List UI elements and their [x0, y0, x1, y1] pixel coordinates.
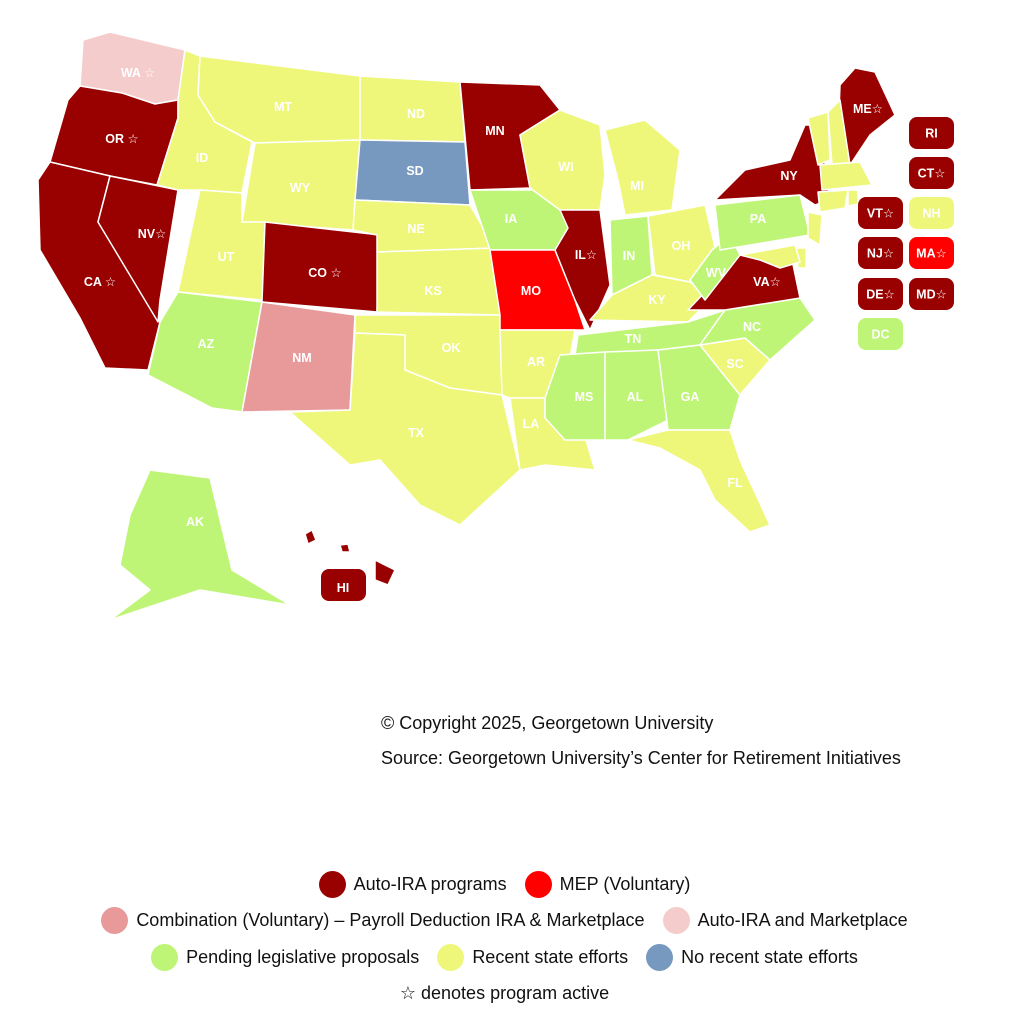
state-label-ne: NE [407, 222, 424, 236]
state-tile-de: DE☆ [858, 278, 903, 310]
state-label-la: LA [523, 417, 540, 431]
state-label-az: AZ [198, 337, 215, 351]
state-label-ga: GA [681, 390, 700, 404]
state-label-tx: TX [408, 426, 425, 440]
legend-item-recent: Recent state efforts [437, 944, 628, 971]
legend-swatch [525, 871, 552, 898]
state-label-ks: KS [424, 284, 441, 298]
state-label-pa: PA [750, 212, 766, 226]
state-tile-nj: NJ☆ [858, 237, 903, 269]
state-label-in: IN [623, 249, 636, 263]
legend-label: Pending legislative proposals [186, 947, 419, 968]
state-tile-dc: DC [858, 318, 903, 350]
legend-row: Auto-IRA programs MEP (Voluntary) [0, 866, 1009, 903]
state-label-ia: IA [505, 212, 518, 226]
state-tile-label: MD☆ [916, 288, 947, 302]
state-ks [377, 248, 500, 315]
state-tile-ct: CT☆ [909, 157, 954, 189]
state-tile-nh: NH [909, 197, 954, 229]
us-state-map: WA ☆ OR ☆ CA ☆ NV☆ ID MT WY UT CO ☆ AZ NM ND SD NE KS O… [0, 0, 1009, 640]
state-label-mt: MT [274, 100, 292, 114]
state-label-ar: AR [527, 355, 545, 369]
legend-label: Combination (Voluntary) – Payroll Deduct… [136, 910, 644, 931]
state-label-ky: KY [648, 293, 666, 307]
state-ri [848, 190, 858, 206]
legend-label: Recent state efforts [472, 947, 628, 968]
legend-swatch [646, 944, 673, 971]
state-fl [628, 430, 770, 532]
legend-swatch [437, 944, 464, 971]
legend-label: MEP (Voluntary) [560, 874, 691, 895]
state-label-ak: AK [186, 515, 204, 529]
source-text: Source: Georgetown University’s Center f… [381, 748, 901, 769]
legend-swatch [663, 907, 690, 934]
state-tile-label: CT☆ [918, 167, 946, 181]
legend-label: Auto-IRA programs [354, 874, 507, 895]
state-label-tn: TN [625, 332, 642, 346]
state-tile-label: NH [922, 207, 940, 221]
state-label-wi: WI [558, 160, 573, 174]
state-label-sc: SC [726, 357, 743, 371]
state-label-mn: MN [485, 124, 504, 138]
state-label-fl: FL [727, 476, 743, 490]
state-label-co: CO ☆ [308, 266, 341, 280]
state-tile-vt: VT☆ [858, 197, 903, 229]
state-tile-label: DE☆ [866, 288, 895, 302]
legend-item-mep: MEP (Voluntary) [525, 871, 691, 898]
state-label-wa: WA ☆ [121, 66, 155, 80]
state-label-id: ID [196, 151, 209, 165]
legend-item-combination: Combination (Voluntary) – Payroll Deduct… [101, 907, 644, 934]
legend-row: Pending legislative proposals Recent sta… [0, 939, 1009, 976]
state-tile-md: MD☆ [909, 278, 954, 310]
state-label-oh: OH [672, 239, 691, 253]
legend-item-pending: Pending legislative proposals [151, 944, 419, 971]
legend-item-none: No recent state efforts [646, 944, 858, 971]
state-mi [605, 120, 680, 215]
legend-label: Auto-IRA and Marketplace [698, 910, 908, 931]
state-label-ny: NY [780, 169, 798, 183]
state-label-ca: CA ☆ [84, 275, 116, 289]
legend-swatch [151, 944, 178, 971]
legend-item-auto-ira: Auto-IRA programs [319, 871, 507, 898]
state-tile-label: RI [925, 127, 938, 141]
copyright-text: © Copyright 2025, Georgetown University [381, 713, 713, 734]
map-legend: Auto-IRA programs MEP (Voluntary) Combin… [0, 866, 1009, 1012]
state-ak [110, 470, 290, 620]
legend-label: No recent state efforts [681, 947, 858, 968]
state-label-me: ME☆ [853, 102, 883, 116]
state-label-ut: UT [218, 250, 235, 264]
state-nj [808, 212, 822, 245]
legend-swatch [319, 871, 346, 898]
state-label-al: AL [627, 390, 644, 404]
state-label-ms: MS [575, 390, 594, 404]
state-tile-ri: RI [909, 117, 954, 149]
state-ma [820, 162, 872, 190]
state-label-ok: OK [442, 341, 461, 355]
state-label-mi: MI [630, 179, 644, 193]
state-label-il: IL☆ [575, 248, 597, 262]
state-tile-ma: MA☆ [909, 237, 954, 269]
legend-note: ☆ denotes program active [0, 976, 1009, 1012]
state-label-nm: NM [292, 351, 311, 365]
state-label-or: OR ☆ [105, 132, 138, 146]
legend-swatch [101, 907, 128, 934]
state-label-nc: NC [743, 320, 761, 334]
legend-item-auto-ira-marketplace: Auto-IRA and Marketplace [663, 907, 908, 934]
state-label-hi: HI [337, 581, 350, 595]
state-label-va: VA☆ [753, 275, 781, 289]
state-label-wy: WY [290, 181, 311, 195]
legend-row: Combination (Voluntary) – Payroll Deduct… [0, 903, 1009, 940]
state-label-sd: SD [406, 164, 423, 178]
state-ct [818, 190, 848, 212]
state-label-mo: MO [521, 284, 541, 298]
state-label-wv: WV [706, 266, 727, 280]
state-tile-label: MA☆ [916, 247, 947, 261]
state-label-nd: ND [407, 107, 425, 121]
state-tile-label: VT☆ [867, 207, 894, 221]
state-tile-label: DC [871, 328, 889, 342]
state-tile-label: NJ☆ [867, 247, 894, 261]
state-label-nv: NV☆ [138, 227, 167, 241]
